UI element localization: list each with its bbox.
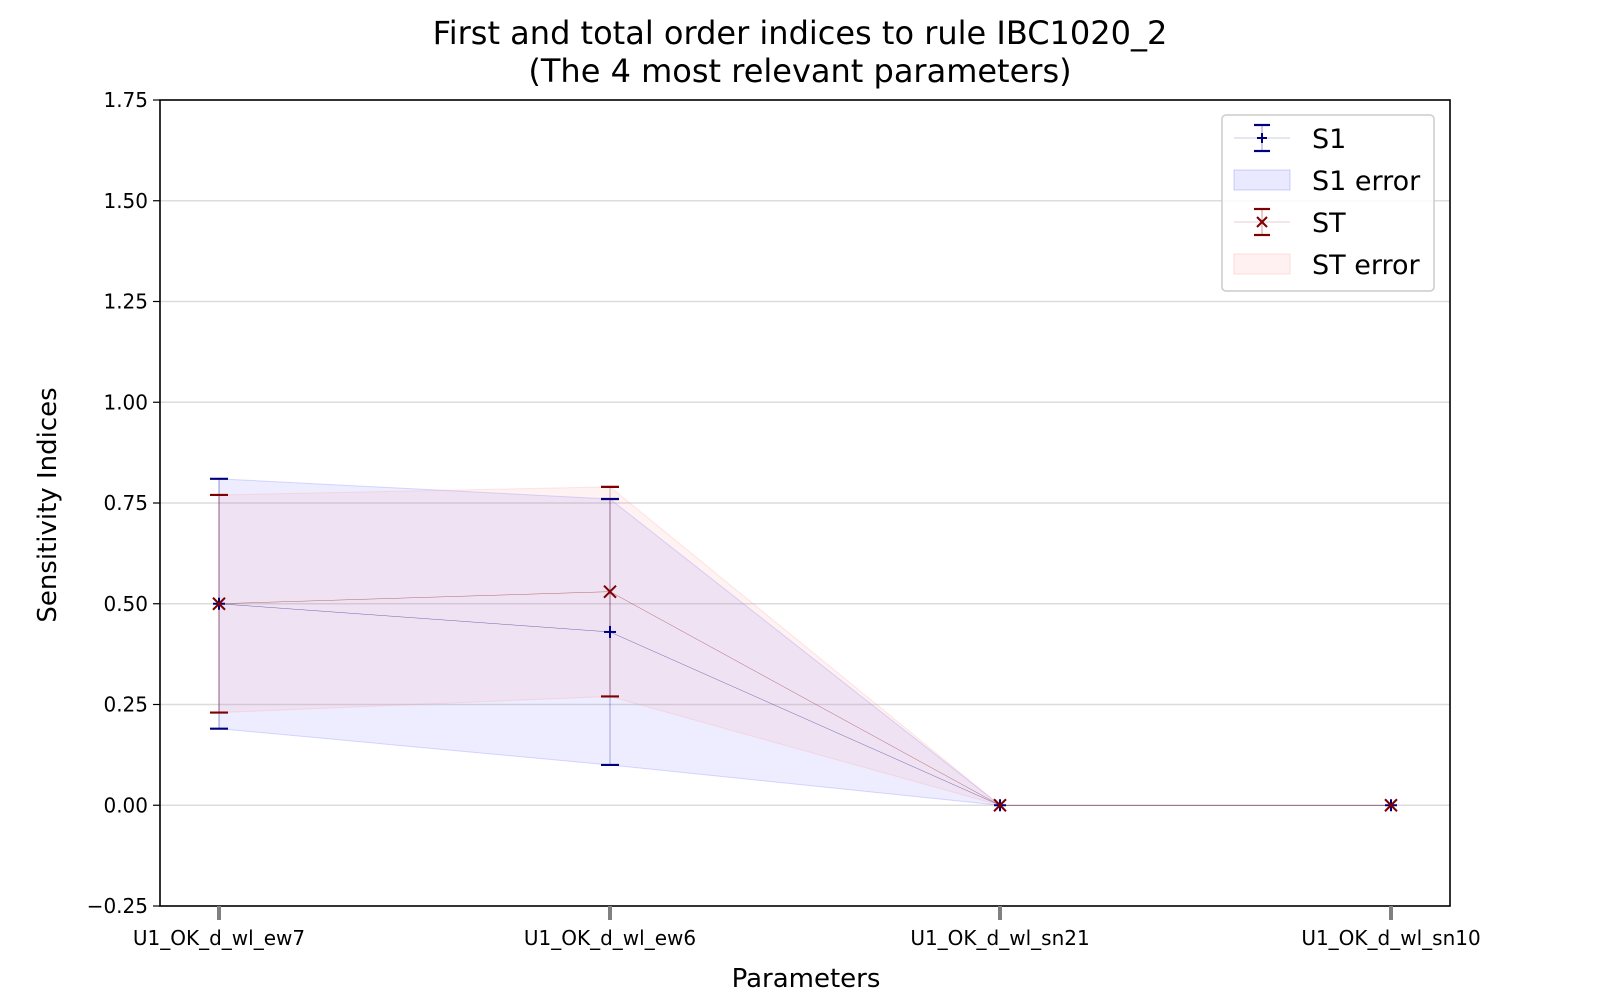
marker-st: [603, 584, 617, 599]
x-axis: U1_OK_d_wl_ew7 U1_OK_d_wl_ew6 U1_OK_d_wl_s…: [133, 906, 1481, 950]
legend-swatch: [1233, 253, 1291, 275]
marker-stroke: [993, 798, 1007, 812]
marker-s1: [604, 625, 616, 638]
series-lines: [218, 591, 1391, 806]
legend-label: S1 error: [1312, 166, 1421, 197]
y-tick-label: 0.00: [103, 793, 148, 817]
y-tick-label: 1.25: [103, 290, 148, 314]
legend-label: S1: [1312, 124, 1346, 155]
grid-lines: [160, 200, 1450, 806]
legend-swatch: [1233, 169, 1291, 191]
y-tick-label: 0.75: [103, 491, 148, 515]
x-tick-label: U1_OK_d_wl_sn10: [1301, 926, 1480, 950]
y-tick-label: 1.00: [103, 390, 148, 414]
y-tick-label: 1.75: [103, 88, 148, 112]
legend-marker: [1256, 216, 1268, 228]
marker-st: [212, 597, 226, 611]
x-tick-label: U1_OK_d_wl_sn21: [910, 926, 1089, 950]
marker-stroke: [212, 597, 226, 611]
legend: S1 S1 error ST ST error: [1221, 114, 1435, 292]
legend-label: ST error: [1312, 250, 1420, 281]
data-markers: [212, 584, 1398, 812]
marker-stroke: [1384, 798, 1398, 812]
marker-stroke: [603, 584, 617, 599]
x-tick-label: U1_OK_d_wl_ew6: [524, 926, 696, 950]
marker-st: [993, 798, 1007, 812]
y-tick-label: 0.50: [103, 592, 148, 616]
chart-title: First and total order indices to rule IB…: [433, 14, 1168, 52]
y-tick-label: 0.25: [103, 693, 148, 717]
legend-label: ST: [1312, 208, 1346, 239]
x-axis-label: Parameters: [732, 964, 881, 994]
series-line-st: [218, 591, 1391, 806]
legend-box: [1221, 114, 1435, 292]
error-bands: [218, 478, 1391, 806]
y-axis: −0.25 0.00 0.25 0.50 0.75 1.00 1.25 1.50 1.75: [87, 88, 160, 918]
marker-st: [1384, 798, 1398, 812]
y-tick-label: −0.25: [87, 894, 148, 918]
chart-subtitle: (The 4 most relevant parameters): [528, 52, 1071, 90]
x-tick-label: U1_OK_d_wl_ew7: [133, 926, 305, 950]
y-axis-label: Sensitivity Indices: [33, 387, 63, 622]
y-tick-label: 1.50: [103, 189, 148, 213]
